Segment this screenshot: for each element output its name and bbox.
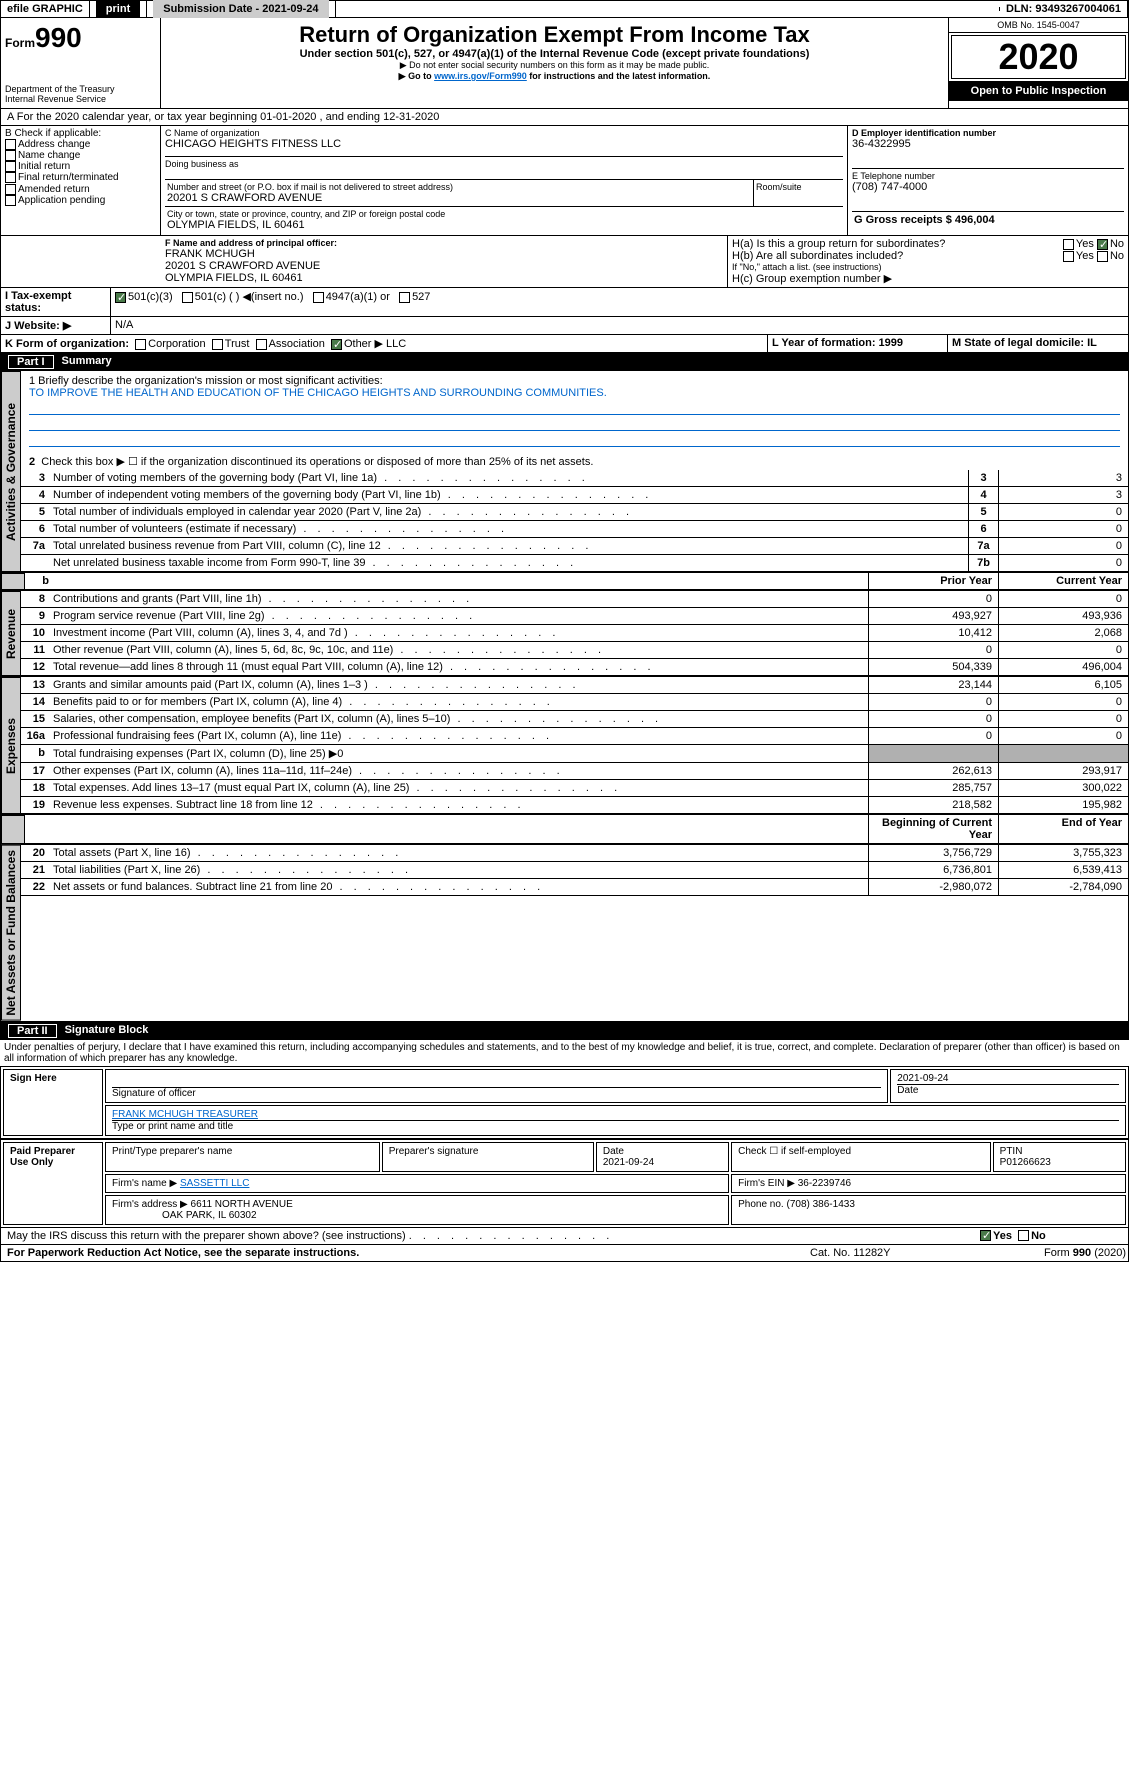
data-line: 22Net assets or fund balances. Subtract … — [21, 879, 1128, 896]
vert-governance: Activities & Governance — [1, 371, 21, 572]
dln: DLN: 93493267004061 — [1000, 1, 1128, 17]
org-city: OLYMPIA FIELDS, IL 60461 — [167, 219, 841, 231]
form-number: Form990 — [5, 22, 156, 54]
paid-preparer-block: Paid Preparer Use Only Print/Type prepar… — [0, 1139, 1129, 1228]
form-header: Form990 Department of the Treasury Inter… — [0, 18, 1129, 109]
submission-date: Submission Date - 2021-09-24 — [153, 0, 328, 18]
vert-expenses: Expenses — [1, 677, 21, 814]
col-prior: Prior Year — [868, 573, 998, 589]
section-c: C Name of organization CHICAGO HEIGHTS F… — [161, 126, 848, 235]
org-address: 20201 S CRAWFORD AVENUE — [167, 192, 751, 204]
data-line: 18Total expenses. Add lines 13–17 (must … — [21, 780, 1128, 797]
gov-line: 7aTotal unrelated business revenue from … — [21, 538, 1128, 555]
period-a: A For the 2020 calendar year, or tax yea… — [1, 109, 445, 125]
data-line: 11Other revenue (Part VIII, column (A), … — [21, 642, 1128, 659]
efile-label: efile GRAPHIC — [1, 1, 90, 17]
data-line: 12Total revenue—add lines 8 through 11 (… — [21, 659, 1128, 676]
discuss-q: May the IRS discuss this return with the… — [7, 1230, 406, 1242]
preparer-phone: (708) 386-1433 — [787, 1199, 855, 1210]
data-line: 13Grants and similar amounts paid (Part … — [21, 677, 1128, 694]
irs-link[interactable]: www.irs.gov/Form990 — [434, 71, 527, 81]
form-subtitle: Under section 501(c), 527, or 4947(a)(1)… — [165, 48, 944, 60]
data-line: 15Salaries, other compensation, employee… — [21, 711, 1128, 728]
open-public: Open to Public Inspection — [949, 81, 1128, 101]
declaration: Under penalties of perjury, I declare th… — [0, 1040, 1129, 1066]
note-ssn: ▶ Do not enter social security numbers o… — [165, 60, 944, 71]
dept-treasury: Department of the Treasury — [5, 84, 156, 94]
top-bar: efile GRAPHIC print Submission Date - 20… — [0, 0, 1129, 18]
data-line: 19Revenue less expenses. Subtract line 1… — [21, 797, 1128, 814]
data-line: 16aProfessional fundraising fees (Part I… — [21, 728, 1128, 745]
sign-block: Sign Here Signature of officer 2021-09-2… — [0, 1066, 1129, 1139]
firm-name[interactable]: SASSETTI LLC — [180, 1178, 249, 1189]
col-end: End of Year — [998, 815, 1128, 843]
ptin: P01266623 — [1000, 1157, 1051, 1168]
data-line: 9Program service revenue (Part VIII, lin… — [21, 608, 1128, 625]
part2-header: Part IISignature Block — [0, 1022, 1129, 1040]
gov-line: 6Total number of volunteers (estimate if… — [21, 521, 1128, 538]
phone: (708) 747-4000 — [852, 181, 1124, 193]
year-formation: L Year of formation: 1999 — [772, 337, 903, 349]
data-line: 8Contributions and grants (Part VIII, li… — [21, 591, 1128, 608]
group-return-q: H(a) Is this a group return for subordin… — [732, 238, 1063, 250]
data-line: bTotal fundraising expenses (Part IX, co… — [21, 745, 1128, 763]
website: N/A — [111, 317, 1128, 334]
data-line: 20Total assets (Part X, line 16)3,756,72… — [21, 845, 1128, 862]
vert-net: Net Assets or Fund Balances — [1, 845, 21, 1021]
part1-header: Part ISummary — [0, 353, 1129, 371]
gov-line: 4Number of independent voting members of… — [21, 487, 1128, 504]
cat-no: Cat. No. 11282Y — [808, 1245, 968, 1261]
data-line: 17Other expenses (Part IX, column (A), l… — [21, 763, 1128, 780]
form-footer: Form 990 (2020) — [968, 1245, 1128, 1261]
mission: TO IMPROVE THE HEALTH AND EDUCATION OF T… — [29, 387, 1120, 399]
vert-revenue: Revenue — [1, 591, 21, 676]
print-button[interactable]: print — [96, 0, 140, 18]
section-deg: D Employer identification number 36-4322… — [848, 126, 1128, 235]
note-link: ▶ Go to www.irs.gov/Form990 for instruct… — [165, 71, 944, 82]
paperwork-notice: For Paperwork Reduction Act Notice, see … — [7, 1247, 359, 1259]
tax-year: 2020 — [951, 35, 1126, 79]
col-current: Current Year — [998, 573, 1128, 589]
firm-ein: 36-2239746 — [798, 1178, 851, 1189]
officer-name: FRANK MCHUGH — [165, 248, 723, 260]
form-title: Return of Organization Exempt From Incom… — [165, 22, 944, 48]
gross-receipts: G Gross receipts $ 496,004 — [854, 214, 995, 226]
gov-line: Net unrelated business taxable income fr… — [21, 555, 1128, 572]
data-line: 21Total liabilities (Part X, line 26)6,7… — [21, 862, 1128, 879]
col-begin: Beginning of Current Year — [868, 815, 998, 843]
irs-label: Internal Revenue Service — [5, 94, 156, 104]
org-name: CHICAGO HEIGHTS FITNESS LLC — [165, 138, 843, 150]
data-line: 14Benefits paid to or for members (Part … — [21, 694, 1128, 711]
officer-name-title[interactable]: FRANK MCHUGH TREASURER — [112, 1109, 258, 1120]
omb: OMB No. 1545-0047 — [949, 18, 1128, 33]
gov-line: 3Number of voting members of the governi… — [21, 470, 1128, 487]
state-domicile: M State of legal domicile: IL — [952, 337, 1097, 349]
ein: 36-4322995 — [852, 138, 1124, 150]
data-line: 10Investment income (Part VIII, column (… — [21, 625, 1128, 642]
section-b: B Check if applicable: Address change Na… — [1, 126, 161, 235]
gov-line: 5Total number of individuals employed in… — [21, 504, 1128, 521]
